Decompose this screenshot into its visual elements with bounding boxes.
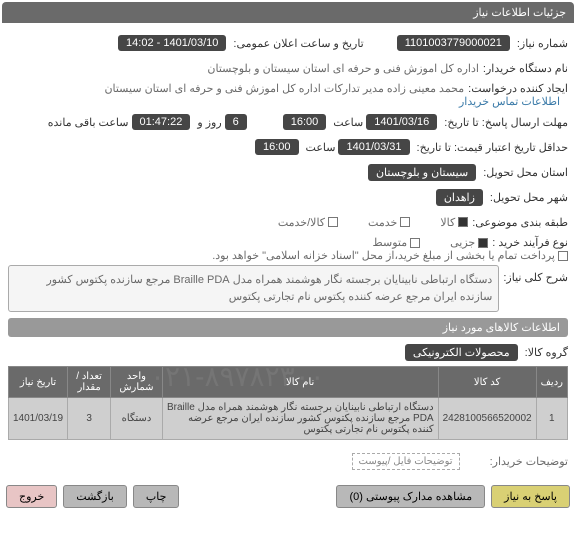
- city-label: شهر محل تحویل:: [490, 191, 568, 204]
- attach-label: توضیحات خریدار:: [490, 455, 568, 468]
- table-cell: 1: [536, 398, 567, 440]
- need-no-label: شماره نیاز:: [517, 37, 568, 50]
- checkbox-both: [328, 217, 338, 227]
- province-value: سیستان و بلوچستان: [368, 164, 476, 181]
- checkbox-goods: [458, 217, 468, 227]
- time-remaining: 01:47:22: [132, 114, 191, 130]
- requester-label: ایجاد کننده درخواست:: [468, 82, 568, 95]
- table-cell: دستگاه ارتباطی نابینایان برجسته نگار هوش…: [162, 398, 438, 440]
- announce-date-value: 1401/03/10 - 14:02: [118, 35, 226, 51]
- days-remaining: 6: [225, 114, 247, 130]
- city-value: زاهدان: [436, 189, 483, 206]
- deadline-time: 16:00: [283, 114, 327, 130]
- table-header: تعداد / مقدار: [68, 367, 111, 398]
- opt-medium: متوسط: [373, 236, 408, 249]
- attachments-button[interactable]: مشاهده مدارک پیوستی (0): [336, 485, 485, 508]
- purchase-type-label: نوع فرآیند خرید :: [492, 236, 568, 249]
- deadline-label: مهلت ارسال پاسخ: تا تاریخ:: [444, 116, 568, 129]
- attach-value: توضیحات فایل /پیوست: [352, 453, 460, 470]
- panel-title: جزئیات اطلاعات نیاز: [473, 7, 566, 19]
- opt-service: خدمت: [368, 216, 397, 229]
- opt-both: کالا/خدمت: [278, 216, 325, 229]
- table-cell: 1401/03/19: [9, 398, 68, 440]
- opt-small: جزیی: [450, 236, 475, 249]
- province-label: استان محل تحویل:: [483, 166, 568, 179]
- checkbox-service: [400, 217, 410, 227]
- days-label: روز و: [197, 116, 221, 129]
- table-header: نام کالا: [162, 367, 438, 398]
- validity-time: 16:00: [255, 139, 299, 155]
- group-value: محصولات الکترونیکی: [405, 344, 518, 361]
- panel-header: جزئیات اطلاعات نیاز: [2, 2, 574, 23]
- exit-button[interactable]: خروج: [6, 485, 57, 508]
- table-header: تاریخ نیاز: [9, 367, 68, 398]
- back-button[interactable]: بازگشت: [63, 485, 127, 508]
- announce-date-label: تاریخ و ساعت اعلان عمومی:: [233, 37, 363, 50]
- desc-label: شرح کلی نیاز:: [503, 265, 568, 284]
- contact-link[interactable]: اطلاعات تماس خریدار: [459, 95, 560, 108]
- table-cell: 3: [68, 398, 111, 440]
- need-no-value: 1101003779000021: [397, 35, 510, 51]
- payment-note: پرداخت تمام یا بخشی از مبلغ خرید،از محل …: [212, 249, 555, 262]
- table-header: واحد شمارش: [111, 367, 163, 398]
- table-cell: دستگاه: [111, 398, 163, 440]
- requester-value: محمد معینی زاده مدیر تدارکات اداره کل ام…: [104, 82, 464, 95]
- group-label: گروه کالا:: [525, 346, 568, 359]
- remain-label: ساعت باقی مانده: [48, 116, 129, 129]
- main-content: شماره نیاز: 1101003779000021 تاریخ و ساع…: [0, 25, 576, 479]
- deadline-date: 1401/03/16: [366, 114, 437, 130]
- desc-text: دستگاه ارتباطی نابینایان برجسته نگار هوش…: [8, 265, 499, 312]
- validity-date: 1401/03/31: [338, 139, 409, 155]
- checkbox-medium: [410, 238, 420, 248]
- table-cell: 2428100566520002: [438, 398, 536, 440]
- buyer-label: نام دستگاه خریدار:: [483, 62, 568, 75]
- table-header: کد کالا: [438, 367, 536, 398]
- reply-button[interactable]: پاسخ به نیاز: [491, 485, 570, 508]
- time-label-2: ساعت: [306, 141, 336, 154]
- items-header: اطلاعات کالاهای مورد نیاز: [8, 318, 568, 337]
- table-header: ردیف: [536, 367, 567, 398]
- checkbox-payment: [558, 251, 568, 261]
- footer-bar: پاسخ به نیاز مشاهده مدارک پیوستی (0) چاپ…: [0, 479, 576, 514]
- time-label-1: ساعت: [333, 116, 363, 129]
- category-label: طبقه بندی موضوعی:: [472, 216, 568, 229]
- print-button[interactable]: چاپ: [133, 485, 180, 508]
- buyer-value: اداره کل اموزش فنی و حرفه ای استان سیستا…: [207, 62, 479, 75]
- validity-label: حداقل تاریخ اعتبار قیمت: تا تاریخ:: [417, 141, 568, 154]
- items-table: ردیفکد کالانام کالاواحد شمارشتعداد / مقد…: [8, 366, 568, 440]
- checkbox-small: [478, 238, 488, 248]
- opt-goods: کالا: [440, 216, 455, 229]
- table-row: 12428100566520002دستگاه ارتباطی نابینایا…: [9, 398, 568, 440]
